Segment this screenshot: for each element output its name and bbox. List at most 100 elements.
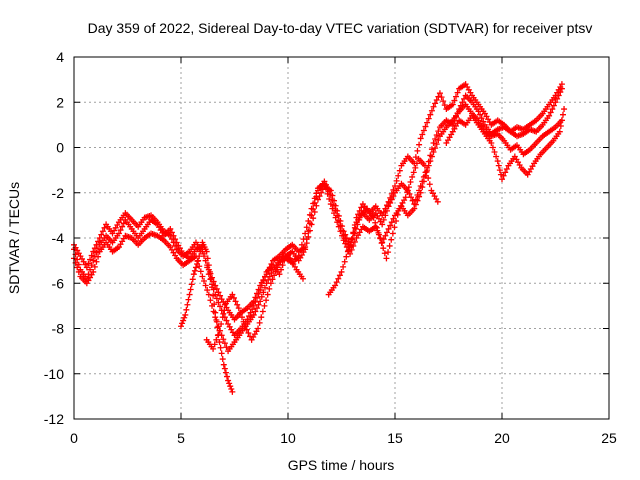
data-point [554,95,561,102]
data-point [95,238,102,245]
data-point [272,268,279,275]
data-point [207,297,214,304]
data-point [335,217,342,224]
data-point [402,194,409,201]
data-point [428,153,435,160]
data-point [267,280,274,287]
data-point [451,97,458,104]
data-point [438,94,445,101]
data-point [326,195,333,202]
data-point [224,373,231,380]
data-point [217,292,224,299]
data-point [546,112,553,119]
x-axis-label: GPS time / hours [288,457,395,473]
data-point [329,205,336,212]
data-point [423,168,430,175]
data-point [234,301,241,308]
data-point [332,282,339,289]
data-point [201,277,208,284]
data-point [209,274,216,281]
data-point [225,377,232,384]
data-point [379,221,386,228]
data-point [182,311,189,318]
data-point [350,242,357,249]
data-point [500,172,507,179]
data-point [83,264,90,271]
data-point [382,205,389,212]
data-point [387,194,394,201]
y-tick-label: 4 [56,49,64,65]
data-point [407,179,414,186]
data-point [255,325,262,332]
data-point [557,123,564,130]
data-point [327,192,334,199]
data-point [419,131,426,138]
y-tick-label: -6 [52,275,65,291]
data-point [259,308,266,315]
data-point [409,173,416,180]
data-point [419,184,426,191]
data-point [494,158,501,165]
data-point [87,266,94,273]
series-track-3 [71,81,565,323]
data-point [195,257,202,264]
data-point [265,267,272,274]
data-point [218,320,225,327]
data-marks [71,81,568,395]
data-point [88,252,95,259]
data-point [385,225,392,232]
data-point [349,235,356,241]
x-tick-label: 15 [387,430,403,446]
data-point [212,282,219,289]
data-point [249,306,256,313]
data-point [341,258,348,265]
data-point [302,230,309,237]
data-point [394,211,401,218]
data-point [213,285,220,292]
data-point [440,98,447,105]
data-point [426,181,433,188]
data-point [430,103,437,110]
x-tick-label: 10 [280,430,296,446]
data-point [308,212,315,219]
data-point [167,225,174,232]
data-point [229,291,236,298]
x-tick-label: 0 [70,430,78,446]
data-point [263,271,270,278]
data-point [413,160,420,167]
data-point [303,236,310,243]
data-point [185,296,192,303]
data-point [414,147,421,154]
data-point [350,229,357,236]
data-point [90,248,97,255]
data-point [240,318,247,325]
data-point [264,291,271,298]
data-point [168,229,175,236]
data-point [377,235,384,241]
data-point [215,289,222,296]
data-point [335,275,342,282]
data-point [356,216,363,223]
data-point [183,306,190,313]
data-point [190,271,197,278]
data-point [184,301,191,308]
data-point [305,228,312,235]
data-point [223,317,230,324]
data-point [559,111,566,118]
data-point [269,276,276,283]
data-point [380,236,387,243]
data-point [434,198,441,205]
data-point [352,225,359,232]
data-point [379,212,386,219]
x-tick-label: 20 [494,430,510,446]
data-point [202,282,209,289]
data-point [396,167,403,174]
data-point [221,365,228,372]
data-point [382,232,389,239]
data-point [168,236,175,243]
data-point [495,162,502,169]
data-point [392,182,398,189]
data-point [425,115,432,122]
data-point [459,99,466,106]
data-point [333,279,340,286]
